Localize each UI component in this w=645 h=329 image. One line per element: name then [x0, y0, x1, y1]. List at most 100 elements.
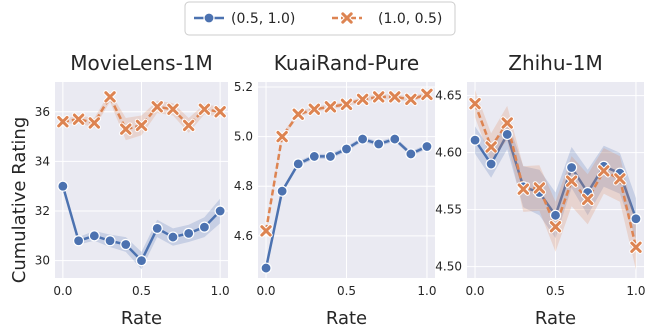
data-point	[549, 209, 562, 221]
legend-entry-2: (1.0, 0.5)	[332, 11, 442, 27]
data-point	[548, 220, 563, 234]
data-point	[324, 150, 337, 163]
data-point	[565, 161, 578, 174]
data-point	[167, 231, 179, 243]
data-point	[516, 182, 531, 196]
panel-3: 0.0 0.5 1.0 4.50 4.55 4.60 4.65 Zhihu-1M Rate	[435, 51, 645, 329]
confidence-band-2	[62, 91, 221, 141]
data-point	[484, 140, 498, 154]
data-point	[181, 118, 196, 133]
panel-title: MovieLens-1M	[70, 51, 213, 75]
data-point	[308, 150, 320, 163]
data-point	[57, 180, 69, 192]
data-point	[501, 128, 513, 141]
data-point	[276, 185, 288, 197]
data-point	[420, 87, 434, 102]
data-layer	[259, 87, 434, 274]
data-point	[597, 164, 611, 178]
data-point	[307, 102, 322, 116]
data-point	[183, 227, 195, 239]
data-point	[275, 129, 289, 144]
y-tick-label: 5.0	[234, 130, 253, 144]
panel-title: Zhihu-1M	[508, 51, 602, 75]
data-point	[580, 192, 595, 207]
data-point	[629, 240, 643, 254]
y-tick-label: 36	[35, 105, 50, 119]
data-point	[340, 143, 353, 155]
data-point	[323, 100, 338, 114]
y-tick-label: 4.55	[435, 203, 462, 217]
data-point	[469, 134, 481, 146]
legend: (0.5, 1.0) (1.0, 0.5)	[184, 1, 456, 36]
data-point	[87, 116, 102, 130]
data-point	[214, 205, 226, 217]
y-tick-label: 4.65	[435, 89, 462, 103]
legend-label: (1.0, 0.5)	[378, 11, 442, 27]
y-tick-label: 4.50	[435, 260, 462, 274]
panel-1: 0.0 0.5 1.0 30 32 34 36 MovieLens-1M Rate	[35, 51, 230, 329]
confidence-band-2	[475, 90, 636, 270]
y-tick-label: 30	[35, 254, 50, 268]
data-point	[259, 224, 273, 238]
data-point	[564, 174, 579, 188]
data-point	[260, 262, 272, 274]
data-point	[134, 118, 149, 133]
data-point	[119, 122, 133, 136]
legend-entry-1: (0.5, 1.0)	[194, 11, 295, 27]
data-layer	[468, 90, 643, 270]
legend-marker	[203, 12, 215, 24]
data-point	[630, 213, 642, 225]
data-point	[166, 102, 180, 116]
data-point	[532, 181, 547, 195]
x-tick-label: 0.0	[256, 284, 275, 298]
data-point	[197, 102, 212, 116]
data-point	[355, 92, 370, 107]
data-point	[371, 90, 386, 104]
data-point	[500, 116, 514, 130]
data-point	[72, 235, 85, 247]
data-point	[613, 172, 627, 186]
x-tick-label: 1.0	[626, 284, 645, 298]
data-point	[120, 238, 132, 251]
y-tick-label: 32	[35, 204, 50, 218]
x-tick-label: 0.0	[465, 284, 484, 298]
x-tick-label: 1.0	[211, 284, 230, 298]
y-tick-label: 4.8	[234, 179, 253, 193]
data-point	[198, 221, 211, 233]
data-point	[421, 140, 433, 153]
data-point	[213, 105, 227, 119]
panel-title: KuaiRand-Pure	[274, 51, 419, 75]
data-point	[405, 148, 417, 160]
x-axis-label: Rate	[121, 308, 162, 329]
y-tick-label: 5.2	[234, 80, 253, 94]
confidence-band-1	[475, 119, 636, 240]
data-point	[468, 96, 482, 111]
data-point	[485, 158, 497, 170]
data-point	[356, 133, 369, 145]
legend-label: (0.5, 1.0)	[231, 11, 295, 27]
x-tick-label: 0.0	[53, 284, 72, 298]
x-tick-label: 0.5	[546, 284, 565, 298]
data-point	[56, 114, 70, 129]
data-point	[88, 230, 100, 242]
data-point	[150, 100, 164, 114]
data-point	[71, 112, 86, 126]
x-axis-label: Rate	[326, 308, 367, 329]
data-point	[151, 222, 163, 234]
data-point	[388, 90, 402, 104]
data-point	[291, 107, 305, 121]
data-point	[103, 90, 117, 104]
panel-2: 0.0 0.5 1.0 4.6 4.8 5.0 5.2 KuaiRand-Pure Rate	[234, 51, 437, 329]
y-axis-label: Cumulative Rating	[9, 117, 30, 284]
data-layer	[56, 90, 227, 270]
confidence-band-1	[62, 183, 221, 270]
y-tick-label: 34	[35, 154, 50, 168]
x-tick-label: 0.5	[337, 284, 356, 298]
x-tick-label: 1.0	[417, 284, 436, 298]
panels: 0.0 0.5 1.0 30 32 34 36 MovieLens-1M Rate 0.0 0.5 1…	[35, 51, 645, 329]
y-tick-label: 4.60	[435, 146, 462, 160]
data-point	[339, 97, 354, 112]
data-point	[389, 133, 401, 145]
data-point	[373, 138, 385, 150]
